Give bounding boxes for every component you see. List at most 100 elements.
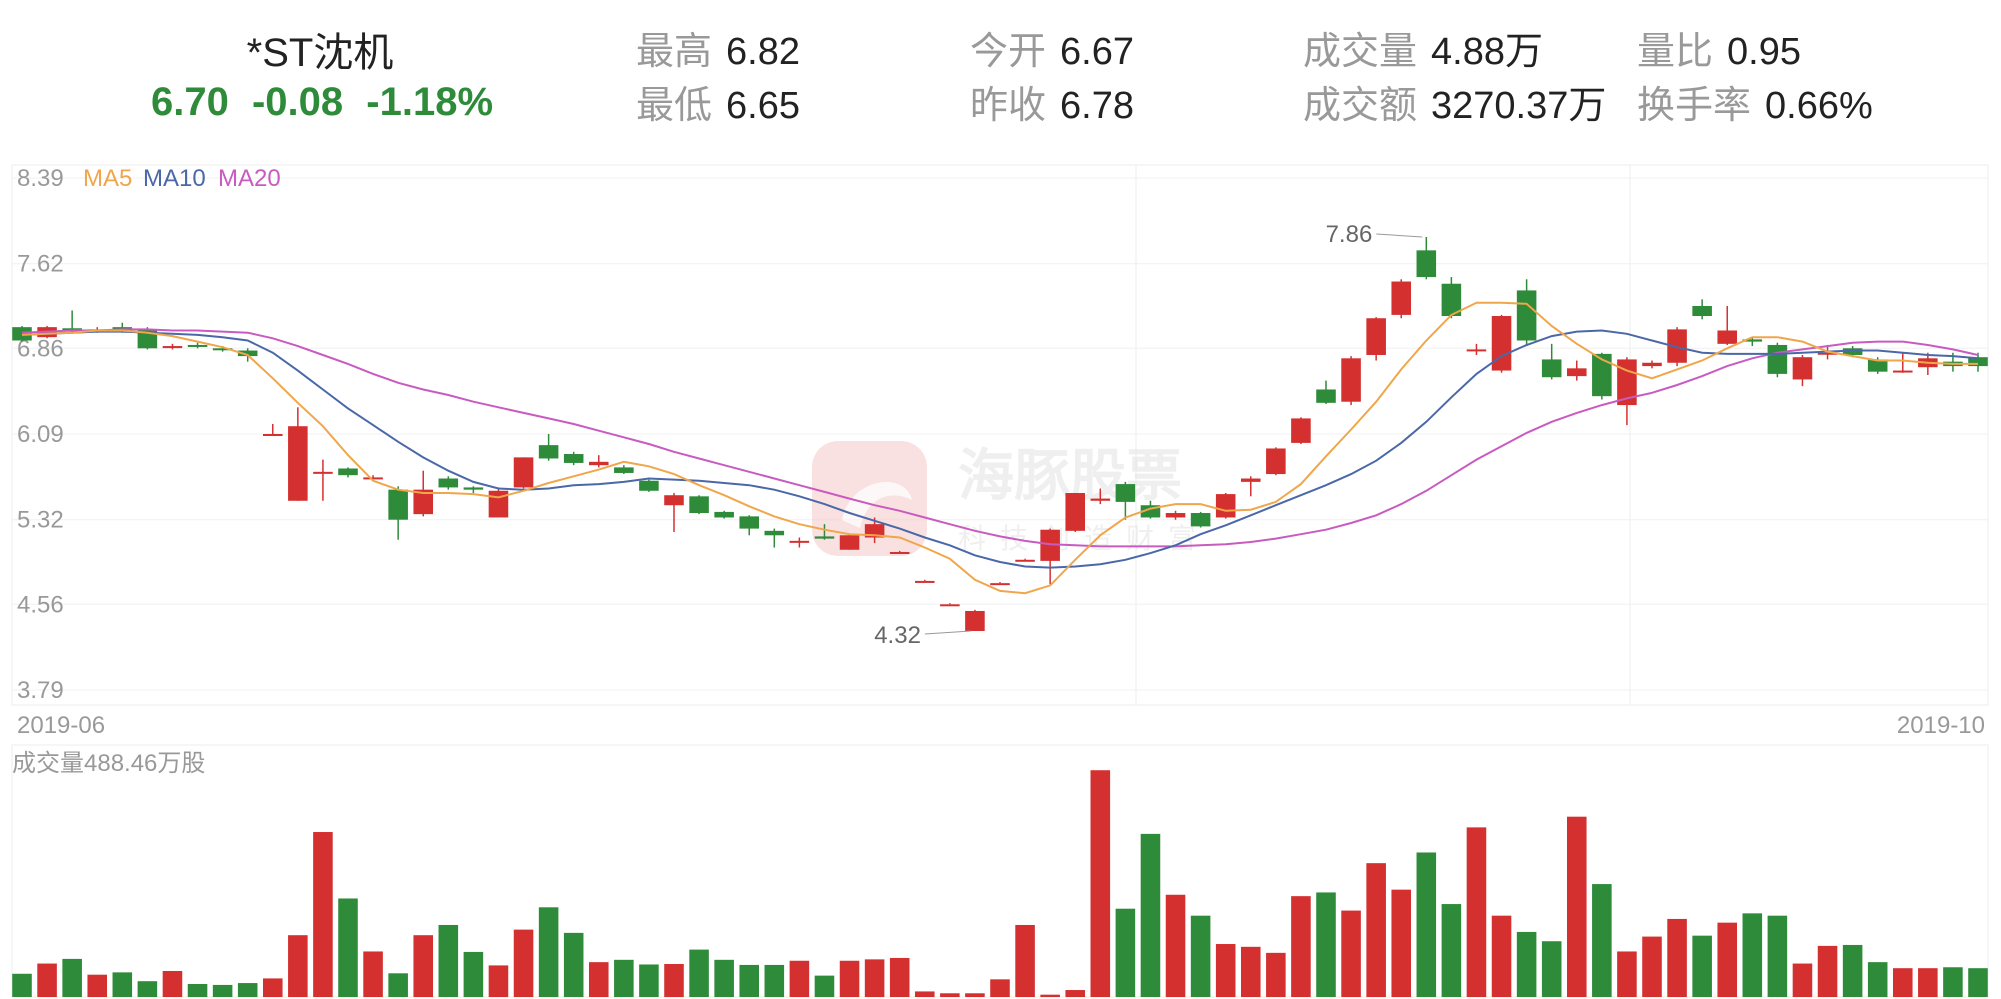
volume-bar (438, 924, 459, 997)
volume-bar (212, 984, 233, 997)
candle-body (1266, 448, 1286, 475)
volume-bar (789, 960, 810, 997)
candle-body (839, 535, 860, 550)
candle-body (1015, 559, 1035, 562)
candle-body (789, 540, 810, 543)
candle-body (764, 530, 785, 536)
candle-body (739, 516, 760, 529)
candle-body (1617, 359, 1637, 406)
candle-body (1792, 357, 1813, 380)
price-change: -0.08 (251, 80, 344, 124)
volume-bar (1115, 908, 1136, 997)
last-price: 6.70 (151, 80, 229, 124)
volume-bar (1943, 967, 1963, 997)
stat-label: 今开 (970, 31, 1047, 73)
candle-body (363, 477, 383, 480)
stat-high: 最高 6.82 (636, 20, 800, 75)
low-annotation: 4.32 (874, 622, 971, 649)
stat-turnover-rate: 换手率 0.66% (1637, 74, 1873, 129)
candle-body (1516, 290, 1537, 341)
candle-body (990, 583, 1010, 586)
candle-body (1316, 389, 1336, 403)
volume-bar (689, 949, 709, 997)
high-annotation-leader (1376, 233, 1423, 238)
candle-body (237, 350, 258, 357)
candle-body (12, 327, 32, 341)
candle-body (1892, 370, 1913, 373)
stat-low: 最低 6.65 (636, 74, 800, 129)
stat-label: 成交量 (1303, 31, 1418, 73)
candle-body (965, 610, 985, 632)
low-annotation-leader (924, 630, 971, 635)
volume-bar (1266, 952, 1286, 997)
ma5-line (21, 301, 1978, 595)
volume-bar (889, 957, 910, 997)
quote-header: *ST沈机 6.70 -0.08 -1.18% 最高 6.82 最低 6.65 今开… (0, 0, 2001, 160)
candle-body (1215, 494, 1236, 518)
x-axis-start-label: 2019-06 (17, 712, 105, 739)
volume-bar (614, 959, 634, 997)
candle-body (1566, 368, 1587, 377)
volume-bar (1767, 915, 1788, 997)
price-change-line: 6.70 -0.08 -1.18% (145, 80, 495, 125)
candle-body (1441, 283, 1462, 317)
legend-ma20: MA20 (218, 165, 281, 192)
stat-turnover-amount: 成交额 3270.37万 (1303, 74, 1606, 129)
candle-body (1842, 348, 1863, 355)
volume-bar (1516, 931, 1537, 997)
candle-body (1642, 362, 1662, 367)
volume-bar (940, 993, 960, 997)
volume-bar (990, 979, 1010, 997)
candle-body (338, 468, 358, 476)
volume-bars (12, 770, 1988, 997)
ma10-line (21, 329, 1979, 569)
stat-value: 3270.37万 (1431, 85, 1607, 127)
candle-body (940, 604, 960, 607)
candle-body (1291, 418, 1311, 443)
volume-bar (1717, 922, 1738, 997)
candle-body (1541, 359, 1562, 378)
price-panel-frame (11, 164, 1989, 706)
legend: MA5 MA10 MA20 (83, 165, 281, 192)
y-axis-tick-labels: 8.397.626.866.095.324.563.79 (17, 165, 64, 704)
candle-body (1115, 484, 1136, 502)
volume-bar (187, 983, 208, 997)
candle-body (563, 454, 584, 463)
volume-bar (538, 907, 559, 997)
stat-prev-close: 昨收 6.78 (970, 74, 1134, 129)
stat-value: 6.82 (726, 31, 800, 73)
volume-bar (1617, 951, 1637, 997)
stat-value: 6.78 (1060, 85, 1134, 127)
price-change-percent: -1.18% (366, 80, 494, 124)
volume-bar (1190, 915, 1211, 997)
candle-body (714, 511, 734, 518)
candle-body (463, 487, 484, 490)
volume-bar (413, 935, 434, 997)
stat-value: 0.95 (1727, 31, 1801, 73)
volume-bar (488, 965, 509, 997)
candle-body (1692, 306, 1712, 317)
volume-bar (1968, 968, 1988, 997)
ma20-line (21, 328, 1979, 548)
volume-bar (37, 963, 57, 997)
candle-body (438, 478, 459, 488)
volume-bar (1291, 896, 1311, 997)
candle-body (1065, 492, 1086, 531)
y-tick-label: 6.09 (17, 421, 64, 448)
volume-label: 成交量488.46万股 (12, 750, 205, 777)
stat-label: 量比 (1637, 31, 1714, 73)
volume-bar (1541, 941, 1562, 997)
volume-bar (262, 978, 283, 997)
y-tick-label: 3.79 (17, 677, 64, 704)
volume-bar (1416, 852, 1437, 997)
candle-body (639, 480, 659, 491)
candle-body (588, 461, 609, 466)
volume-bar (12, 973, 32, 997)
y-tick-label: 5.32 (17, 507, 64, 534)
volume-bar (313, 832, 333, 997)
volume-bar (388, 973, 408, 997)
volume-bar (1215, 944, 1236, 997)
legend-ma10: MA10 (143, 165, 206, 192)
candle-body (413, 489, 434, 515)
